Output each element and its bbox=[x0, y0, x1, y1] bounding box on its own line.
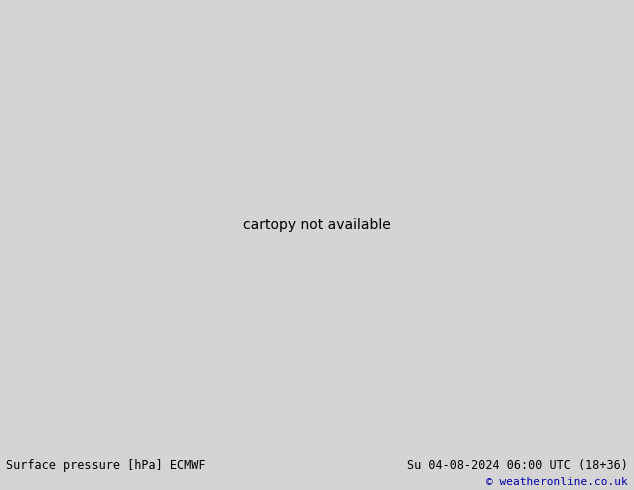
Text: Su 04-08-2024 06:00 UTC (18+36): Su 04-08-2024 06:00 UTC (18+36) bbox=[407, 459, 628, 471]
Text: cartopy not available: cartopy not available bbox=[243, 218, 391, 232]
Text: © weatheronline.co.uk: © weatheronline.co.uk bbox=[486, 477, 628, 487]
Text: Surface pressure [hPa] ECMWF: Surface pressure [hPa] ECMWF bbox=[6, 459, 206, 471]
